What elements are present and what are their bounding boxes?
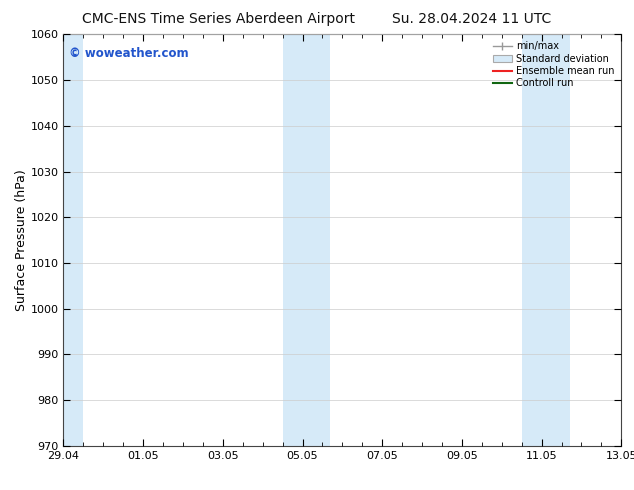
Bar [283,34,306,446]
Bar [546,34,569,446]
Bar [522,34,546,446]
Text: CMC-ENS Time Series Aberdeen Airport: CMC-ENS Time Series Aberdeen Airport [82,12,356,26]
Bar [306,34,330,446]
Bar [60,34,83,446]
Y-axis label: Surface Pressure (hPa): Surface Pressure (hPa) [15,169,28,311]
Text: Su. 28.04.2024 11 UTC: Su. 28.04.2024 11 UTC [392,12,552,26]
Legend: min/max, Standard deviation, Ensemble mean run, Controll run: min/max, Standard deviation, Ensemble me… [491,39,616,90]
Text: © woweather.com: © woweather.com [69,47,188,60]
